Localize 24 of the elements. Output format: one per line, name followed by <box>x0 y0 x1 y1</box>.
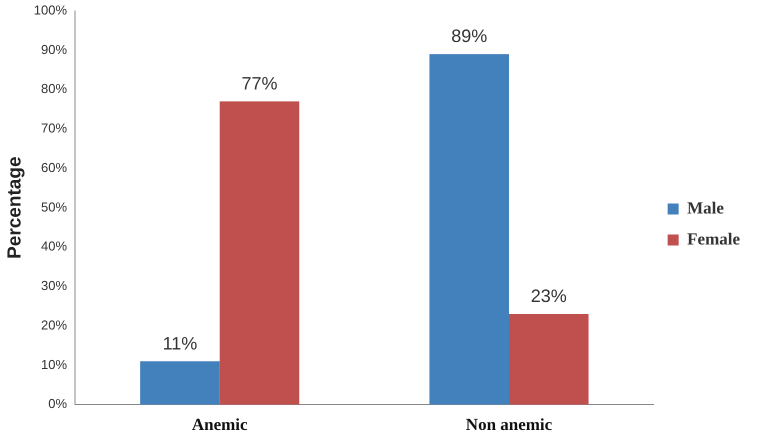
bar <box>508 314 589 405</box>
bar <box>429 54 509 405</box>
y-tick-label: 40% <box>41 238 68 254</box>
x-tick-label: Non anemic <box>466 415 553 434</box>
y-tick-label: 80% <box>41 81 68 96</box>
legend-label: Male <box>687 198 724 218</box>
data-label: 89% <box>451 26 488 46</box>
data-label: 23% <box>530 286 567 306</box>
y-tick-label: 10% <box>41 356 68 372</box>
bar <box>220 101 300 405</box>
data-label: 77% <box>241 73 278 94</box>
data-label: 11% <box>162 333 198 354</box>
y-tick-label: 60% <box>41 160 68 175</box>
legend-label: Female <box>687 229 740 248</box>
x-tick-label: Anemic <box>192 415 248 434</box>
y-tick-label: 90% <box>41 42 68 57</box>
y-tick-label: 0% <box>48 396 68 412</box>
y-tick-label: 30% <box>41 278 68 294</box>
y-tick-label: 70% <box>41 120 68 136</box>
y-tick-label: 100% <box>34 2 68 18</box>
y-tick-label: 20% <box>41 317 68 332</box>
y-axis-title: Percentage <box>4 156 26 259</box>
bar <box>140 361 220 405</box>
y-tick-label: 50% <box>41 199 68 214</box>
